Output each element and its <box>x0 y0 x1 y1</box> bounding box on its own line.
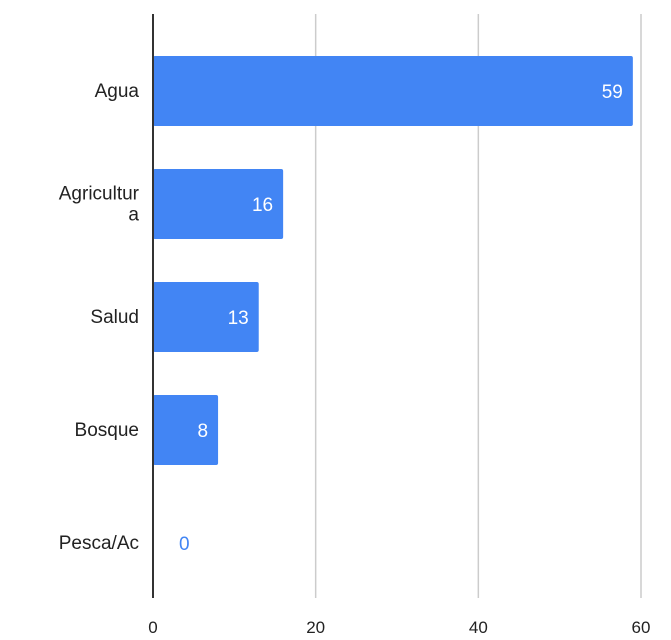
x-tick-label: 0 <box>148 618 157 637</box>
bar <box>153 282 259 352</box>
data-label: 13 <box>228 308 249 329</box>
x-tick-label: 60 <box>632 618 651 637</box>
data-label: 0 <box>179 534 190 555</box>
category-label: Agua <box>95 81 140 102</box>
labels: 0 20 40 60 Agua 59 Agricultur a 16 Salud 13 Bosque 8… <box>59 81 651 637</box>
bar <box>153 395 219 465</box>
bar <box>153 56 633 126</box>
data-label: 59 <box>602 82 623 103</box>
data-label: 8 <box>197 421 208 442</box>
category-label: Salud <box>90 307 139 328</box>
category-label: Bosque <box>75 420 139 441</box>
bars <box>153 56 633 465</box>
bar <box>153 169 284 239</box>
category-label: Agricultur a <box>59 184 140 226</box>
x-tick-label: 20 <box>306 618 325 637</box>
x-tick-label: 40 <box>469 618 488 637</box>
data-label: 16 <box>252 195 273 216</box>
category-label: Pesca/Ac <box>59 533 139 554</box>
